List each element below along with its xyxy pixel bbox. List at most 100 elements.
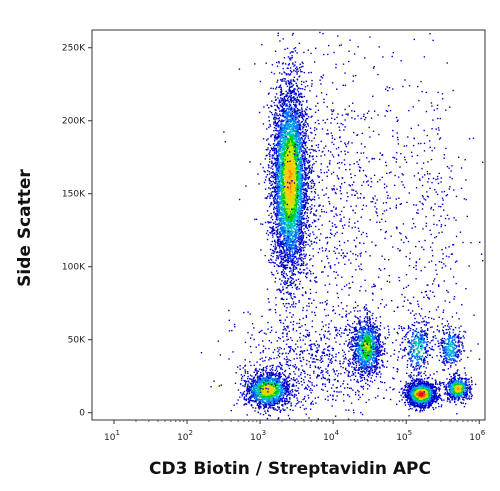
event-dot [298, 220, 300, 223]
event-dot [292, 152, 295, 154]
event-dot [306, 207, 309, 209]
event-dot [297, 246, 299, 248]
event-dot [284, 102, 286, 104]
event-dot [307, 162, 309, 164]
event-dot [279, 72, 281, 74]
event-dot [295, 202, 297, 205]
event-dot [296, 218, 299, 221]
event-dot [299, 148, 301, 151]
event-dot [292, 136, 294, 139]
event-dot [313, 214, 315, 216]
event-dot [294, 108, 296, 110]
event-dot [271, 232, 273, 234]
event-dot [302, 166, 304, 168]
event-dot [285, 239, 288, 242]
event-dot [275, 234, 278, 236]
event-dot [293, 180, 296, 182]
event-dot [276, 212, 278, 214]
event-dot [299, 213, 301, 215]
event-dot [271, 191, 274, 193]
event-dot [274, 221, 277, 223]
event-dot [290, 212, 292, 215]
event-dot [299, 181, 302, 184]
event-dot [293, 218, 295, 221]
event-dot [280, 198, 282, 201]
event-dot [296, 171, 298, 174]
event-dot [284, 249, 286, 251]
event-dot [303, 181, 305, 184]
event-dot [280, 199, 283, 202]
event-dot [292, 204, 295, 207]
event-dot [277, 152, 280, 154]
event-dot [299, 196, 301, 198]
event-dot [295, 168, 297, 170]
event-dot [295, 230, 297, 233]
event-dot [283, 240, 285, 242]
event-dot [286, 188, 288, 191]
event-dot [277, 212, 279, 215]
event-dot [270, 259, 273, 261]
event-dot [297, 153, 300, 156]
event-dot [302, 126, 304, 128]
event-dot [310, 199, 312, 202]
event-dot [278, 232, 281, 234]
event-dot [272, 176, 275, 179]
event-dot [286, 230, 289, 233]
event-dot [281, 149, 283, 151]
event-dot [268, 165, 270, 167]
event-dot [294, 116, 296, 119]
event-dot [278, 210, 281, 213]
event-dot [279, 278, 281, 280]
event-dot [295, 234, 297, 236]
event-dot [284, 193, 286, 195]
event-dot [294, 120, 296, 122]
event-dot [279, 145, 281, 147]
event-dot [285, 184, 287, 187]
event-dot [306, 106, 309, 108]
event-dot [289, 222, 292, 224]
event-dot [272, 176, 274, 178]
event-dot [287, 132, 289, 134]
event-dot [278, 134, 280, 136]
event-dot [288, 211, 290, 213]
event-dot [301, 287, 304, 289]
event-dot [285, 291, 288, 294]
event-dot [275, 155, 278, 157]
event-dot [285, 230, 287, 232]
event-dot [289, 115, 291, 118]
event-dot [299, 167, 302, 169]
event-dot [293, 253, 295, 256]
event-dot [271, 194, 273, 196]
event-dot [277, 161, 280, 163]
event-dot [298, 257, 300, 259]
event-dot [279, 189, 281, 192]
event-dot [290, 115, 293, 117]
event-dot [277, 185, 279, 187]
event-dot [299, 197, 301, 199]
event-dot [309, 168, 311, 170]
event-dot [302, 236, 304, 238]
event-dot [276, 81, 278, 83]
event-dot [282, 274, 285, 277]
event-dot [279, 214, 281, 217]
event-dot [271, 105, 273, 108]
event-dot [274, 195, 276, 198]
event-dot [296, 165, 298, 167]
event-dot [293, 211, 295, 213]
event-dot [298, 207, 300, 210]
event-dot [278, 208, 280, 210]
event-dot [290, 197, 293, 200]
event-dot [279, 166, 282, 168]
event-dot [280, 123, 283, 125]
event-dot [293, 112, 295, 114]
event-dot [293, 193, 295, 196]
event-dot [274, 191, 277, 193]
event-dot [307, 172, 309, 175]
event-dot [275, 111, 277, 114]
event-dot [292, 262, 294, 264]
event-dot [284, 231, 286, 233]
event-dot [283, 221, 285, 223]
event-dot [283, 149, 286, 151]
event-dot [273, 150, 276, 152]
event-dot [282, 161, 285, 163]
